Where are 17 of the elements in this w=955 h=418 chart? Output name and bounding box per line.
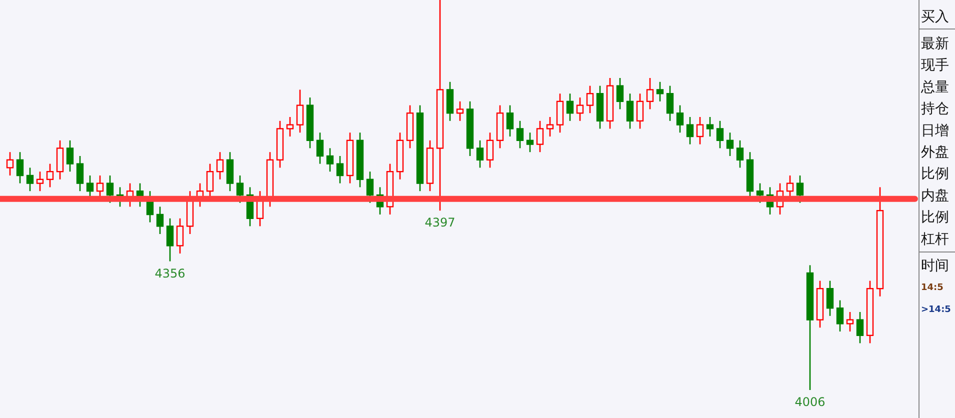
text: 外盘: [921, 144, 949, 160]
annotation: 4006: [794, 395, 826, 409]
annotation: 4397: [424, 216, 456, 230]
text: 比例: [921, 166, 949, 182]
text: 内盘: [921, 188, 949, 204]
text: 杠杆: [920, 231, 949, 248]
text: >14:5: [921, 305, 951, 315]
text: 总量: [920, 79, 949, 96]
text: 日增: [921, 122, 949, 139]
text: 持仓: [921, 101, 949, 118]
text: 买入: [921, 9, 949, 25]
text: 比例: [921, 210, 949, 226]
text: 时间: [921, 258, 949, 274]
text: 最新: [921, 36, 949, 52]
annotation: 4356: [154, 266, 186, 280]
text: 现手: [921, 58, 949, 74]
text: 14:5: [921, 283, 944, 293]
